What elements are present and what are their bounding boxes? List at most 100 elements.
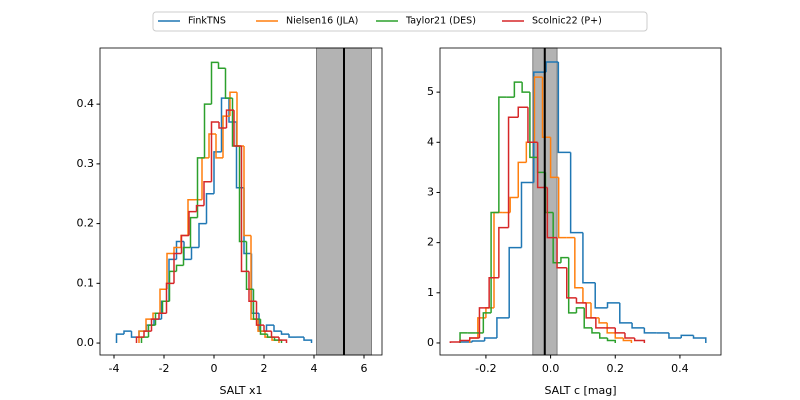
hist-step: [606, 337, 617, 343]
hist-step: [196, 157, 205, 218]
hist-step: [210, 121, 219, 182]
hist-step: [205, 192, 214, 224]
hist-step: [541, 77, 551, 139]
legend: FinkTNS Nielsen16 (JLA) Taylor21 (DES) Scol…: [158, 16, 602, 27]
hist-step: [215, 134, 223, 159]
hist-step: [265, 324, 274, 332]
hist-step: [158, 312, 167, 320]
hist-step: [482, 312, 492, 333]
hist-step: [496, 317, 510, 338]
hist-step: [614, 327, 625, 334]
x-tick-label: -2: [159, 362, 170, 375]
y-tick-label: 0.2: [77, 217, 95, 230]
hist-step: [521, 82, 530, 93]
hist-step: [198, 222, 207, 248]
legend-label: Taylor21 (DES): [405, 16, 476, 27]
hist-step: [585, 302, 596, 319]
hist-step: [575, 307, 585, 313]
hist-step: [180, 234, 189, 254]
hist-step: [483, 337, 497, 341]
hist-step: [222, 115, 230, 158]
hist-step: [250, 253, 259, 314]
hist-step: [493, 211, 503, 308]
x-tick-label: -4: [109, 362, 120, 375]
hist-step: [606, 302, 620, 308]
hist-step: [680, 334, 694, 338]
hist-step: [166, 252, 174, 290]
hist-step: [557, 62, 571, 154]
y-tick-label: 5: [427, 85, 434, 98]
hist-step: [145, 324, 154, 332]
hist-step: [173, 246, 181, 254]
hist-step: [263, 325, 272, 332]
hist-step: [189, 216, 198, 248]
hist-step: [190, 246, 199, 260]
hist-step: [509, 196, 519, 213]
hist-step: [150, 318, 159, 332]
hist-step: [259, 319, 268, 335]
y-tick-label: 0.4: [77, 97, 95, 110]
hist-step: [288, 334, 297, 338]
y-tick-label: 4: [427, 135, 434, 148]
hist-step: [210, 61, 219, 105]
hist-step: [624, 332, 635, 339]
legend-label: Nielsen16 (JLA): [286, 16, 358, 27]
hist-step: [188, 210, 197, 236]
hist-step: [135, 336, 144, 344]
hist-step: [598, 332, 608, 339]
hist-step: [182, 246, 191, 266]
hist-step: [471, 340, 485, 342]
hist-step: [173, 252, 182, 284]
y-tick-label: 0.3: [77, 157, 95, 170]
hist-step: [203, 103, 212, 158]
hist-step: [533, 76, 543, 143]
hist-step: [643, 327, 657, 334]
y-tick-label: 0.1: [77, 276, 95, 289]
hist-step: [567, 257, 577, 314]
hist-step: [546, 187, 558, 239]
axes-frame: [439, 47, 722, 356]
x-tick-label: 4: [311, 362, 318, 375]
hist-step: [566, 267, 577, 299]
x-axis-label: SALT x1: [219, 384, 262, 397]
y-tick-label: 1: [427, 286, 434, 299]
hist-step: [303, 337, 313, 344]
y-tick-label: 3: [427, 185, 434, 198]
hist-step: [549, 137, 559, 179]
hist-step: [488, 276, 499, 308]
hist-step: [218, 122, 227, 129]
hist-step: [245, 241, 254, 291]
hist-step: [598, 317, 608, 324]
x-tick-label: 0.4: [671, 362, 689, 375]
hist-step: [490, 211, 499, 313]
hist-step: [203, 181, 212, 206]
x-tick-label: -0.2: [475, 362, 496, 375]
hist-step: [557, 177, 567, 239]
hist-step: [459, 332, 468, 343]
x-tick-label: 0.2: [607, 362, 625, 375]
x-tick-label: 0: [211, 362, 218, 375]
hist-step: [513, 81, 523, 98]
hist-step: [459, 339, 470, 342]
hist-step: [552, 212, 561, 264]
hist-step: [138, 330, 147, 338]
hist-step: [520, 181, 534, 248]
hist-step: [507, 116, 519, 228]
hist-step: [165, 282, 174, 314]
hist-step: [582, 287, 592, 304]
hist-step: [224, 68, 233, 99]
hist-step: [115, 333, 124, 344]
hist-step: [594, 282, 608, 309]
hist-step: [591, 327, 600, 334]
hist-step: [582, 232, 596, 284]
hist-step: [175, 264, 184, 272]
axes-frame: [99, 47, 383, 356]
hist-step: [255, 301, 264, 326]
hist-step: [556, 237, 567, 269]
hist-step: [225, 109, 234, 129]
hist-step: [168, 270, 177, 302]
hist-step: [633, 337, 646, 343]
hist-step: [692, 335, 707, 343]
hist-step: [498, 226, 509, 278]
